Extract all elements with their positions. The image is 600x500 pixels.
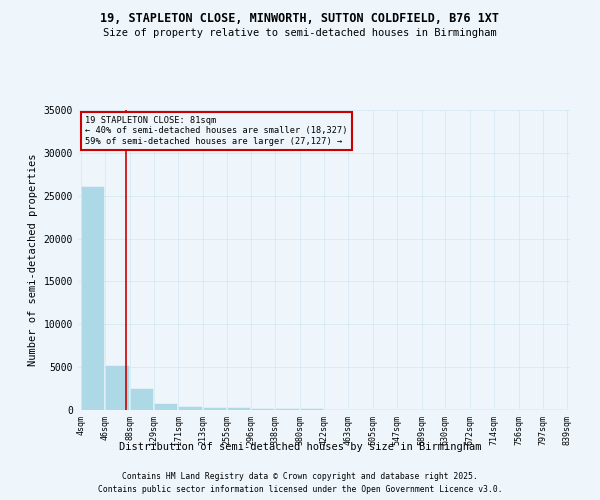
Text: Distribution of semi-detached houses by size in Birmingham: Distribution of semi-detached houses by …	[119, 442, 481, 452]
Bar	[228, 408, 250, 410]
Text: 19 STAPLETON CLOSE: 81sqm
← 40% of semi-detached houses are smaller (18,327)
59%: 19 STAPLETON CLOSE: 81sqm ← 40% of semi-…	[85, 116, 348, 146]
Text: Size of property relative to semi-detached houses in Birmingham: Size of property relative to semi-detach…	[103, 28, 497, 38]
Bar	[203, 408, 226, 410]
Bar	[131, 388, 153, 410]
Y-axis label: Number of semi-detached properties: Number of semi-detached properties	[28, 154, 38, 366]
Text: 19, STAPLETON CLOSE, MINWORTH, SUTTON COLDFIELD, B76 1XT: 19, STAPLETON CLOSE, MINWORTH, SUTTON CO…	[101, 12, 499, 26]
Bar	[179, 406, 202, 410]
Bar	[252, 409, 274, 410]
Bar	[82, 187, 104, 410]
Text: Contains public sector information licensed under the Open Government Licence v3: Contains public sector information licen…	[98, 485, 502, 494]
Bar	[155, 404, 177, 410]
Bar	[106, 366, 129, 410]
Bar	[277, 409, 299, 410]
Text: Contains HM Land Registry data © Crown copyright and database right 2025.: Contains HM Land Registry data © Crown c…	[122, 472, 478, 481]
